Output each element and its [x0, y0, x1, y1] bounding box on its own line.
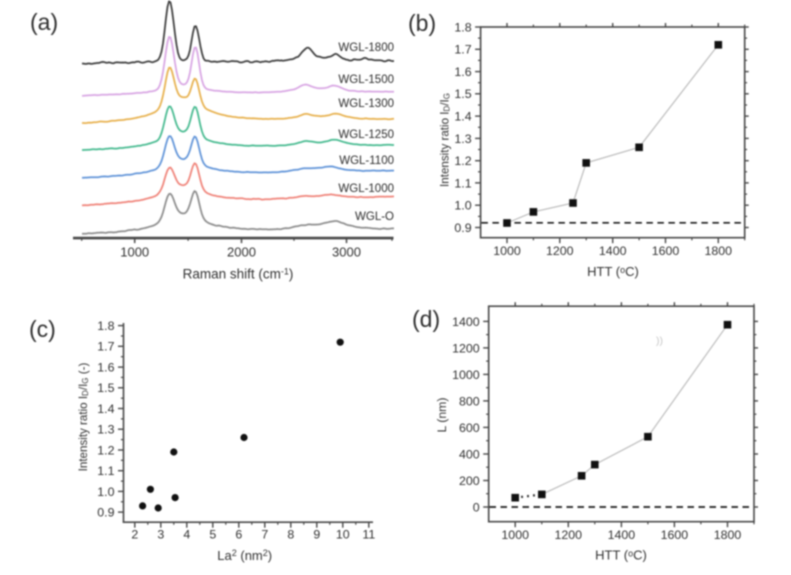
svg-text:11: 11 — [362, 528, 375, 542]
svg-text:200: 200 — [459, 474, 480, 488]
svg-text:1.1: 1.1 — [454, 176, 471, 190]
svg-text:6: 6 — [235, 528, 242, 542]
svg-text:WGL-1250: WGL-1250 — [338, 129, 394, 141]
svg-text:1000: 1000 — [452, 368, 480, 382]
svg-text:1000: 1000 — [501, 528, 529, 542]
svg-text:8: 8 — [287, 528, 294, 542]
svg-text:4: 4 — [183, 528, 190, 542]
svg-text:)): )) — [656, 335, 663, 347]
svg-text:1800: 1800 — [714, 528, 742, 542]
svg-text:(a): (a) — [30, 9, 58, 35]
svg-text:WGL-1500: WGL-1500 — [338, 74, 394, 86]
svg-text:WGL-1300: WGL-1300 — [338, 98, 394, 110]
svg-text:1600: 1600 — [661, 528, 689, 542]
svg-text:HTT (oC): HTT (oC) — [595, 548, 647, 563]
svg-text:(b): (b) — [408, 10, 436, 36]
svg-text:1.6: 1.6 — [97, 361, 114, 375]
svg-text:1600: 1600 — [652, 244, 680, 258]
svg-text:3: 3 — [157, 528, 164, 542]
svg-text:Intensity ratio ID/IG: Intensity ratio ID/IG — [439, 93, 452, 187]
svg-text:1.7: 1.7 — [454, 43, 471, 57]
svg-text:1400: 1400 — [452, 315, 480, 329]
svg-text:1000: 1000 — [120, 245, 149, 260]
svg-text:10: 10 — [336, 528, 350, 542]
svg-text:0.9: 0.9 — [454, 221, 471, 235]
svg-text:1200: 1200 — [555, 528, 583, 542]
svg-text:0.9: 0.9 — [97, 506, 114, 520]
svg-text:9: 9 — [313, 528, 320, 542]
svg-text:1.5: 1.5 — [454, 87, 471, 101]
svg-text:3000: 3000 — [332, 245, 361, 260]
svg-text:1.6: 1.6 — [454, 65, 471, 79]
svg-text:1000: 1000 — [493, 244, 521, 258]
svg-text:WGL-1100: WGL-1100 — [339, 155, 394, 167]
svg-text:600: 600 — [459, 421, 480, 435]
svg-text:1.3: 1.3 — [97, 423, 114, 437]
svg-text:1.8: 1.8 — [454, 20, 471, 34]
svg-text:400: 400 — [459, 447, 480, 461]
svg-text:Raman shift (cm-1): Raman shift (cm-1) — [183, 266, 294, 281]
svg-text:HTT (oC): HTT (oC) — [587, 264, 639, 279]
svg-text:(c): (c) — [29, 316, 56, 342]
svg-text:2000: 2000 — [227, 245, 256, 260]
svg-text:1400: 1400 — [599, 244, 627, 258]
svg-text:WGL-1800: WGL-1800 — [338, 42, 394, 54]
svg-text:1200: 1200 — [452, 341, 480, 355]
svg-text:WGL-1000: WGL-1000 — [338, 183, 394, 195]
svg-text:WGL-O: WGL-O — [355, 211, 394, 223]
svg-text:(d): (d) — [412, 306, 440, 332]
svg-text:L (nm): L (nm) — [435, 397, 449, 432]
svg-text:1.0: 1.0 — [454, 199, 471, 213]
svg-text:2: 2 — [131, 528, 138, 542]
svg-text:7: 7 — [261, 528, 268, 542]
svg-text:Intensity ratio ID/IG (-): Intensity ratio ID/IG (-) — [77, 363, 90, 472]
svg-text:1.4: 1.4 — [454, 110, 471, 124]
svg-text:1.1: 1.1 — [97, 464, 114, 478]
svg-text:1.0: 1.0 — [97, 485, 114, 499]
svg-text:800: 800 — [459, 394, 480, 408]
svg-text:1.2: 1.2 — [454, 154, 471, 168]
svg-text:1.7: 1.7 — [97, 340, 114, 354]
svg-text:1200: 1200 — [546, 244, 574, 258]
svg-text:1800: 1800 — [705, 244, 733, 258]
svg-text:1.2: 1.2 — [97, 443, 114, 457]
svg-text:La2 (nm2): La2 (nm2) — [217, 548, 272, 563]
svg-text:1.5: 1.5 — [97, 381, 114, 395]
svg-text:5: 5 — [209, 528, 216, 542]
svg-text:1.3: 1.3 — [454, 132, 471, 146]
svg-text:0: 0 — [473, 500, 480, 514]
svg-text:1400: 1400 — [608, 528, 636, 542]
svg-text:1.8: 1.8 — [97, 319, 114, 333]
svg-text:1.4: 1.4 — [97, 402, 114, 416]
